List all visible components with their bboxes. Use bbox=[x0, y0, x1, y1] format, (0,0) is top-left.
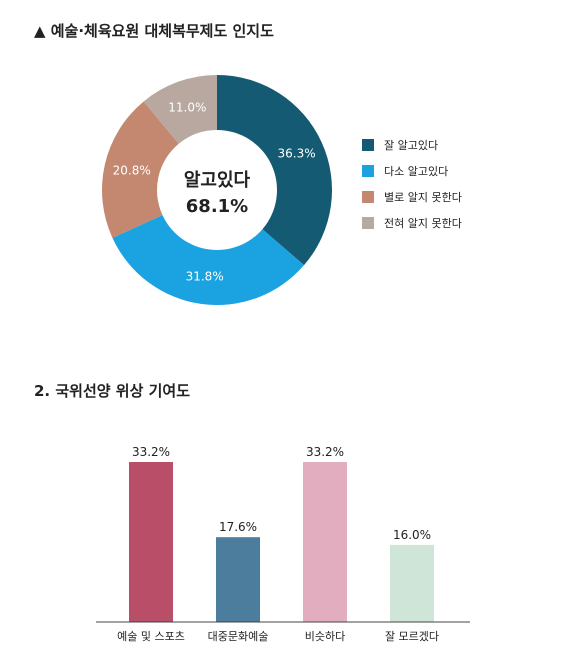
bar bbox=[390, 544, 434, 622]
donut-slice bbox=[217, 75, 332, 266]
legend-swatch bbox=[362, 139, 374, 151]
bar-value-label: 33.2% bbox=[132, 445, 170, 459]
bar-category-label: 예술 및 스포츠 bbox=[117, 630, 185, 643]
bar bbox=[216, 537, 260, 622]
bar bbox=[129, 462, 173, 622]
bar-chart-title: 2. 국위선양 위상 기여도 bbox=[34, 382, 191, 400]
slice-value-label: 11.0% bbox=[168, 101, 206, 115]
slice-value-label: 31.8% bbox=[186, 270, 224, 284]
bar-category-label: 대중문화예술 bbox=[208, 630, 269, 643]
bar-category-label: 비슷하다 bbox=[305, 629, 345, 643]
bar-category-label: 잘 모르겠다 bbox=[385, 630, 439, 643]
slice-value-label: 36.3% bbox=[277, 147, 315, 161]
bar bbox=[303, 462, 347, 622]
bar-value-label: 33.2% bbox=[306, 445, 344, 459]
legend-swatch bbox=[362, 191, 374, 203]
legend-item: 다소 알고있다 bbox=[362, 158, 462, 184]
donut-chart: 36.3% 31.8% 20.8% 11.0% 알고있다 68.1% bbox=[101, 75, 332, 305]
donut-slice bbox=[112, 214, 305, 305]
legend-item: 전혀 알지 못한다 bbox=[362, 210, 462, 236]
donut-center-label: 알고있다 bbox=[184, 170, 251, 191]
bar-value-label: 16.0% bbox=[393, 528, 431, 542]
legend-label: 잘 알고있다 bbox=[384, 139, 439, 152]
legend-label: 별로 알지 못한다 bbox=[384, 191, 462, 204]
legend-item: 잘 알고있다 bbox=[362, 132, 462, 158]
donut-center-value: 68.1% bbox=[186, 196, 248, 217]
donut-slice bbox=[101, 101, 179, 238]
bar-value-label: 17.6% bbox=[219, 520, 257, 534]
donut-slice bbox=[143, 75, 217, 144]
legend-label: 다소 알고있다 bbox=[384, 165, 449, 178]
donut-chart-title: ▲ 예술·체육요원 대체복무제도 인지도 bbox=[34, 22, 274, 40]
legend-swatch bbox=[362, 217, 374, 229]
legend-item: 별로 알지 못한다 bbox=[362, 184, 462, 210]
legend-label: 전혀 알지 못한다 bbox=[384, 217, 462, 230]
slice-value-label: 20.8% bbox=[113, 163, 151, 177]
legend-swatch bbox=[362, 165, 374, 177]
